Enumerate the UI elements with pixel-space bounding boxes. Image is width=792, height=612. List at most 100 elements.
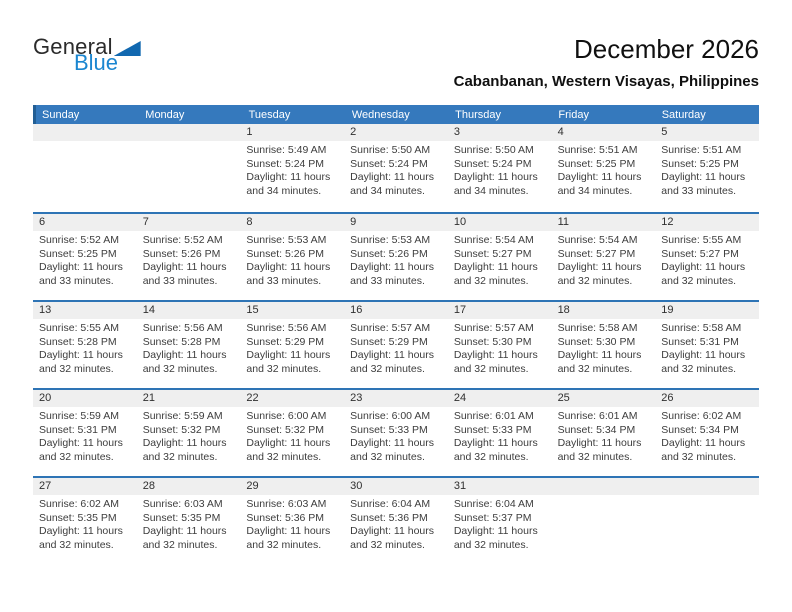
- page-subtitle: Cabanbanan, Western Visayas, Philippines: [453, 73, 759, 90]
- day-cell: 24 Sunrise: 6:01 AM Sunset: 5:33 PM Dayligh…: [447, 390, 552, 476]
- sunrise-text: Sunrise: 5:58 AM: [557, 322, 638, 334]
- day-cell: 6 Sunrise: 5:52 AM Sunset: 5:25 PM Daylight…: [33, 214, 137, 300]
- day-number: 17: [447, 302, 552, 319]
- day-number: 22: [240, 390, 345, 407]
- daylight-text: Daylight: 11 hours and 32 minutes.: [350, 349, 434, 375]
- sunrise-text: Sunrise: 6:00 AM: [246, 410, 327, 422]
- day-cell: 7 Sunrise: 5:52 AM Sunset: 5:26 PM Daylight…: [136, 214, 241, 300]
- day-cell: 30 Sunrise: 6:04 AM Sunset: 5:36 PM Dayligh…: [344, 478, 448, 564]
- day-number: 24: [447, 390, 552, 407]
- page-title: December 2026: [574, 34, 759, 64]
- day-number: 30: [344, 478, 448, 495]
- day-cell: 31 Sunrise: 6:04 AM Sunset: 5:37 PM Dayligh…: [447, 478, 552, 564]
- day-number: 27: [33, 478, 137, 495]
- calendar-weeks: 1 Sunrise: 5:49 AM Sunset: 5:24 PM Daylight…: [33, 124, 759, 564]
- day-details: Sunrise: 6:03 AM Sunset: 5:35 PM Daylight:…: [137, 495, 241, 552]
- day-number: 25: [551, 390, 656, 407]
- day-details: Sunrise: 5:52 AM Sunset: 5:25 PM Daylight:…: [33, 231, 137, 288]
- day-details: Sunrise: 5:58 AM Sunset: 5:31 PM Daylight:…: [655, 319, 759, 376]
- day-details: Sunrise: 5:55 AM Sunset: 5:28 PM Daylight:…: [33, 319, 137, 376]
- day-details: Sunrise: 5:54 AM Sunset: 5:27 PM Daylight:…: [448, 231, 552, 288]
- sunrise-text: Sunrise: 5:55 AM: [661, 234, 742, 246]
- day-cell: 3 Sunrise: 5:50 AM Sunset: 5:24 PM Daylight…: [447, 124, 552, 212]
- sunset-text: Sunset: 5:26 PM: [142, 247, 221, 260]
- day-number: 16: [344, 302, 448, 319]
- sunset-text: Sunset: 5:28 PM: [39, 335, 117, 348]
- day-details: Sunrise: 5:54 AM Sunset: 5:27 PM Daylight:…: [552, 231, 656, 288]
- sunrise-text: Sunrise: 5:57 AM: [350, 322, 431, 334]
- sunset-text: Sunset: 5:24 PM: [246, 157, 325, 170]
- daylight-text: Daylight: 11 hours and 32 minutes.: [453, 525, 538, 551]
- weekday-header-row: Sunday Monday Tuesday Wednesday Thursday Frid…: [33, 105, 759, 124]
- day-number: 11: [551, 214, 656, 231]
- sunrise-text: Sunrise: 5:59 AM: [39, 410, 119, 422]
- day-number: 18: [551, 302, 656, 319]
- day-details: Sunrise: 5:59 AM Sunset: 5:31 PM Daylight:…: [33, 407, 137, 464]
- sunset-text: Sunset: 5:28 PM: [142, 335, 221, 348]
- day-details: Sunrise: 5:59 AM Sunset: 5:32 PM Daylight:…: [137, 407, 241, 464]
- day-cell: 13 Sunrise: 5:55 AM Sunset: 5:28 PM Dayligh…: [33, 302, 137, 388]
- sunrise-text: Sunrise: 6:01 AM: [453, 410, 534, 422]
- day-details: Sunrise: 6:01 AM Sunset: 5:34 PM Daylight:…: [552, 407, 656, 464]
- sunset-text: Sunset: 5:36 PM: [246, 511, 325, 524]
- daylight-text: Daylight: 11 hours and 32 minutes.: [246, 525, 331, 551]
- day-cell: 17 Sunrise: 5:57 AM Sunset: 5:30 PM Dayligh…: [447, 302, 552, 388]
- day-cell: 9 Sunrise: 5:53 AM Sunset: 5:26 PM Daylight…: [344, 214, 448, 300]
- logo-triangle-icon: [113, 41, 141, 56]
- day-number: [551, 478, 656, 495]
- day-number: 31: [447, 478, 552, 495]
- daylight-text: Daylight: 11 hours and 34 minutes.: [246, 171, 331, 197]
- day-details: Sunrise: 6:04 AM Sunset: 5:37 PM Daylight:…: [448, 495, 552, 552]
- day-number: 8: [240, 214, 345, 231]
- daylight-text: Daylight: 11 hours and 32 minutes.: [142, 437, 227, 463]
- day-number: 20: [33, 390, 137, 407]
- day-number: [136, 124, 241, 141]
- day-cell: 18 Sunrise: 5:58 AM Sunset: 5:30 PM Dayligh…: [551, 302, 656, 388]
- sunrise-text: Sunrise: 5:50 AM: [453, 144, 534, 156]
- daylight-text: Daylight: 11 hours and 32 minutes.: [39, 525, 123, 551]
- sunrise-text: Sunrise: 5:56 AM: [246, 322, 327, 334]
- sunset-text: Sunset: 5:29 PM: [246, 335, 325, 348]
- day-number: 10: [447, 214, 552, 231]
- day-number: 26: [655, 390, 759, 407]
- sunrise-text: Sunrise: 5:57 AM: [453, 322, 534, 334]
- daylight-text: Daylight: 11 hours and 33 minutes.: [39, 261, 123, 287]
- daylight-text: Daylight: 11 hours and 33 minutes.: [246, 261, 331, 287]
- sunset-text: Sunset: 5:31 PM: [39, 423, 117, 436]
- sunset-text: Sunset: 5:33 PM: [350, 423, 428, 436]
- daylight-text: Daylight: 11 hours and 32 minutes.: [142, 349, 227, 375]
- week-row: 27 Sunrise: 6:02 AM Sunset: 5:35 PM Dayligh…: [33, 476, 759, 564]
- sunrise-text: Sunrise: 6:00 AM: [350, 410, 431, 422]
- day-cell: 16 Sunrise: 5:57 AM Sunset: 5:29 PM Dayligh…: [344, 302, 448, 388]
- daylight-text: Daylight: 11 hours and 34 minutes.: [557, 171, 642, 197]
- day-details: Sunrise: 6:00 AM Sunset: 5:32 PM Daylight:…: [240, 407, 344, 464]
- daylight-text: Daylight: 11 hours and 32 minutes.: [557, 437, 642, 463]
- daylight-text: Daylight: 11 hours and 32 minutes.: [557, 349, 642, 375]
- day-cell: 19 Sunrise: 5:58 AM Sunset: 5:31 PM Dayligh…: [655, 302, 759, 388]
- day-number: 4: [551, 124, 656, 141]
- weekday-header-wednesday: Wednesday: [351, 108, 410, 121]
- sunrise-text: Sunrise: 5:50 AM: [350, 144, 431, 156]
- day-number: 6: [33, 214, 137, 231]
- sunrise-text: Sunrise: 6:03 AM: [246, 498, 327, 510]
- daylight-text: Daylight: 11 hours and 34 minutes.: [350, 171, 434, 197]
- empty-day-cell: [655, 478, 759, 564]
- sunrise-text: Sunrise: 5:53 AM: [350, 234, 431, 246]
- sunrise-text: Sunrise: 5:49 AM: [246, 144, 327, 156]
- sunset-text: Sunset: 5:30 PM: [557, 335, 636, 348]
- daylight-text: Daylight: 11 hours and 33 minutes.: [661, 171, 746, 197]
- general-blue-logo: General Blue: [33, 36, 141, 74]
- sunrise-text: Sunrise: 5:58 AM: [661, 322, 742, 334]
- daylight-text: Daylight: 11 hours and 32 minutes.: [246, 437, 331, 463]
- day-cell: 4 Sunrise: 5:51 AM Sunset: 5:25 PM Daylight…: [551, 124, 656, 212]
- day-cell: 11 Sunrise: 5:54 AM Sunset: 5:27 PM Dayligh…: [551, 214, 656, 300]
- day-number: 12: [655, 214, 759, 231]
- sunrise-text: Sunrise: 5:55 AM: [39, 322, 119, 334]
- sunrise-text: Sunrise: 5:51 AM: [557, 144, 638, 156]
- daylight-text: Daylight: 11 hours and 32 minutes.: [350, 437, 434, 463]
- title-block: December 2026 Cabanbanan, Western Visaya…: [454, 34, 759, 90]
- day-details: Sunrise: 5:57 AM Sunset: 5:30 PM Daylight:…: [448, 319, 552, 376]
- sunset-text: Sunset: 5:25 PM: [661, 157, 739, 170]
- day-cell: 29 Sunrise: 6:03 AM Sunset: 5:36 PM Dayligh…: [240, 478, 345, 564]
- day-details: Sunrise: 5:53 AM Sunset: 5:26 PM Daylight:…: [240, 231, 344, 288]
